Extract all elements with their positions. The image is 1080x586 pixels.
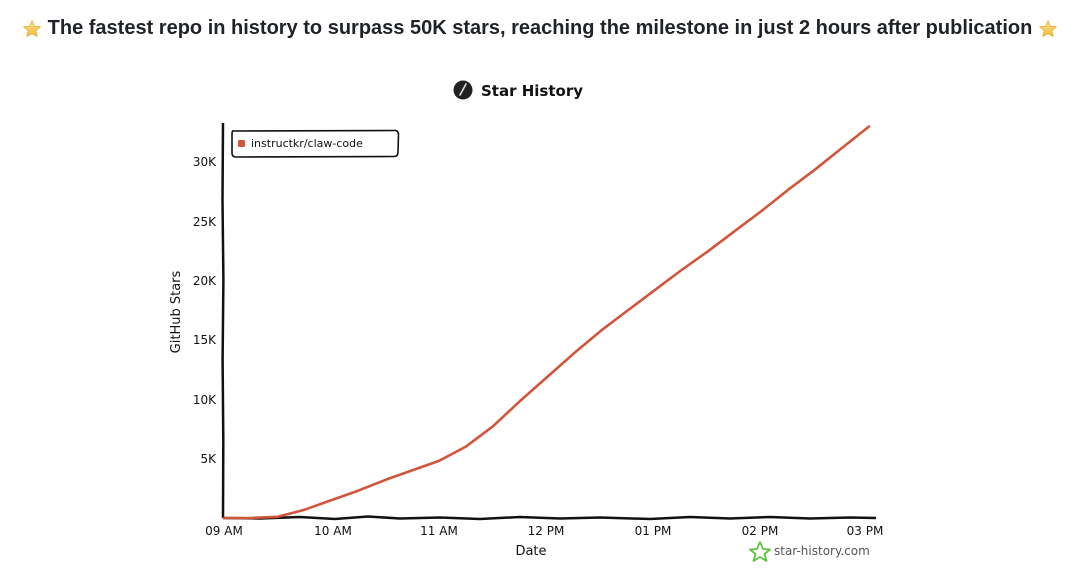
chart-title: Star History xyxy=(453,80,583,100)
legend-label: instructkr/claw-code xyxy=(251,137,363,150)
series-line-instructkr-claw-code xyxy=(222,125,871,520)
headline-text: The fastest repo in history to surpass 5… xyxy=(47,17,1033,39)
legend-swatch xyxy=(238,140,245,147)
headline: The fastest repo in history to surpass 5… xyxy=(0,17,1080,40)
star-emoji-icon xyxy=(1039,19,1058,37)
watermark: star-history.com xyxy=(749,541,870,562)
x-tick: 11 AM xyxy=(420,524,458,538)
star-emoji-icon xyxy=(22,19,41,37)
y-tick: 20K xyxy=(193,274,217,288)
watermark-text: star-history.com xyxy=(774,544,870,558)
y-tick: 30K xyxy=(193,155,217,169)
star-history-logo-icon xyxy=(749,541,771,562)
legend: instructkr/claw-code xyxy=(231,129,400,158)
chart-title-text: Star History xyxy=(481,82,583,100)
y-axis-line xyxy=(221,122,225,519)
x-tick: 10 AM xyxy=(314,524,352,538)
x-axis-label: Date xyxy=(515,544,546,559)
y-tick: 15K xyxy=(193,333,217,347)
y-tick: 25K xyxy=(193,215,217,229)
x-axis-ticks: 09 AM 10 AM 11 AM 12 PM 01 PM 02 PM 03 P… xyxy=(205,524,883,538)
x-tick: 01 PM xyxy=(635,524,672,538)
y-axis-label: GitHub Stars xyxy=(169,270,184,353)
y-tick: 10K xyxy=(193,393,217,407)
x-tick: 02 PM xyxy=(742,524,779,538)
y-axis-ticks: 5K 10K 15K 20K 25K 30K xyxy=(193,155,217,466)
x-axis-line xyxy=(222,515,877,521)
x-tick: 09 AM xyxy=(205,524,243,538)
x-tick: 03 PM xyxy=(847,524,884,538)
x-tick: 12 PM xyxy=(528,524,565,538)
y-tick: 5K xyxy=(200,452,217,466)
